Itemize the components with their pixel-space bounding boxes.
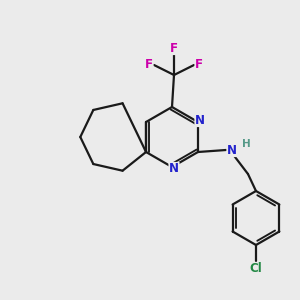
Text: Cl: Cl: [250, 262, 262, 275]
Text: N: N: [227, 143, 237, 157]
Text: N: N: [169, 163, 179, 176]
Text: F: F: [170, 41, 178, 55]
Text: H: H: [242, 139, 250, 149]
Text: N: N: [195, 113, 205, 127]
Text: F: F: [195, 58, 203, 71]
Text: F: F: [145, 58, 153, 71]
